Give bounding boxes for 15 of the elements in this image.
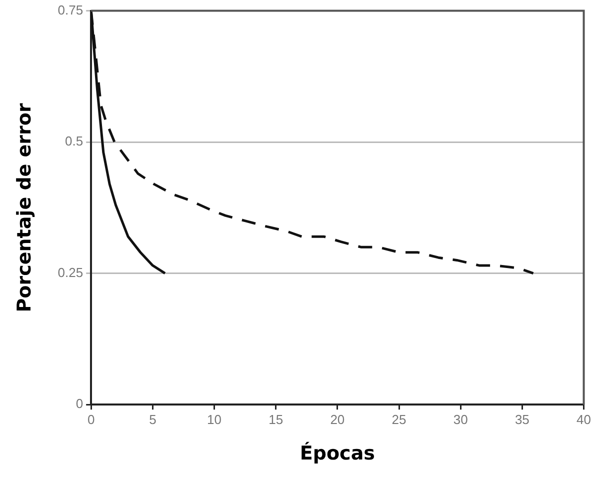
y-tick-label: 0.5 <box>65 134 84 149</box>
x-tick-label: 25 <box>392 412 406 427</box>
y-tick-label: 0 <box>76 396 84 412</box>
x-tick-label: 0 <box>87 412 95 427</box>
y-axis-title: Porcentaje de error <box>13 102 36 312</box>
x-tick-label: 5 <box>149 412 156 427</box>
x-tick-label: 40 <box>576 412 592 427</box>
x-axis-title: Épocas <box>300 442 375 465</box>
y-tick-label: 0.75 <box>58 2 84 18</box>
x-tick-label: 15 <box>268 412 284 427</box>
y-tick-label: 0.25 <box>58 264 84 280</box>
x-tick-label: 10 <box>207 412 222 427</box>
x-tick-label: 20 <box>330 412 345 427</box>
x-tick-label: 30 <box>453 412 468 427</box>
x-tick-label: 35 <box>514 412 530 427</box>
